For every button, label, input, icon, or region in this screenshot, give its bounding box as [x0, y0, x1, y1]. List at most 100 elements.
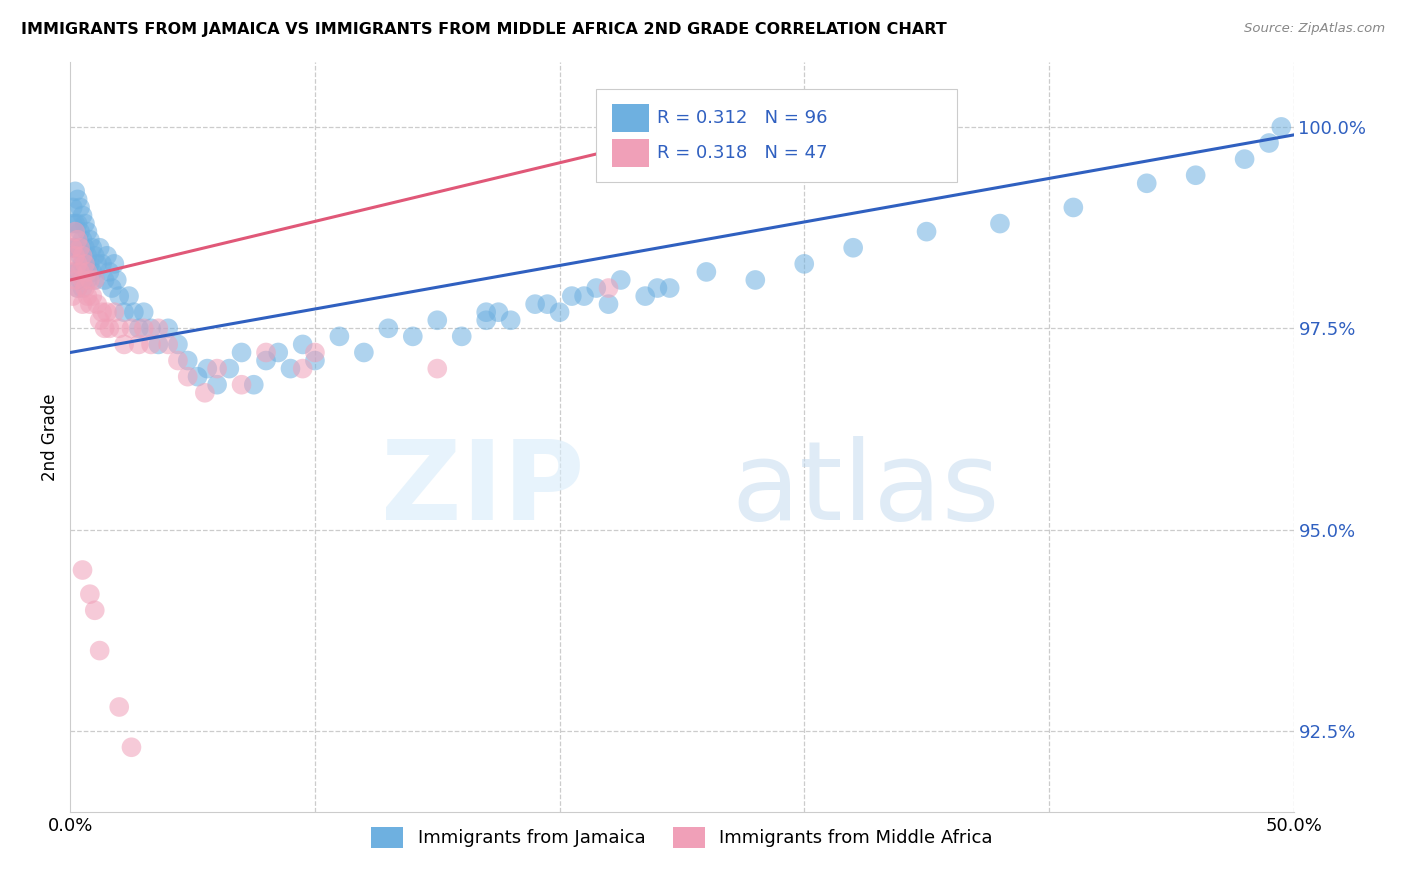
Point	[62, 289, 84, 303]
Point	[69, 201, 91, 215]
Point	[93, 273, 115, 287]
Point	[83, 273, 105, 287]
Point	[66, 233, 89, 247]
Point	[291, 361, 314, 376]
Point	[108, 700, 131, 714]
Point	[205, 361, 228, 376]
Text: atlas: atlas	[731, 436, 1000, 543]
Point	[72, 297, 94, 311]
Point	[148, 321, 170, 335]
Point	[103, 257, 125, 271]
Point	[103, 305, 125, 319]
Point	[353, 345, 375, 359]
Text: R = 0.318   N = 47: R = 0.318 N = 47	[658, 145, 828, 162]
Point	[426, 361, 449, 376]
Point	[475, 305, 498, 319]
Point	[79, 297, 101, 311]
Point	[647, 281, 669, 295]
Point	[73, 241, 96, 255]
Point	[72, 209, 94, 223]
Point	[1258, 136, 1281, 150]
Point	[148, 337, 170, 351]
Point	[112, 337, 135, 351]
Point	[328, 329, 350, 343]
Point	[91, 257, 114, 271]
Point	[76, 249, 98, 263]
Point	[194, 385, 217, 400]
Point	[96, 305, 118, 319]
Text: R = 0.312   N = 96: R = 0.312 N = 96	[658, 109, 828, 127]
Point	[83, 249, 105, 263]
Point	[1233, 152, 1256, 166]
Point	[62, 201, 84, 215]
Point	[157, 337, 180, 351]
Point	[89, 643, 111, 657]
Bar	[612, 139, 650, 168]
Point	[1270, 120, 1292, 134]
Point	[72, 563, 94, 577]
Point	[79, 257, 101, 271]
Point	[536, 297, 558, 311]
Point	[1184, 168, 1206, 182]
Point	[82, 241, 104, 255]
Point	[63, 225, 86, 239]
Point	[66, 193, 89, 207]
Point	[86, 297, 108, 311]
Point	[218, 361, 240, 376]
Point	[73, 265, 96, 279]
Point	[63, 265, 86, 279]
Point	[1136, 176, 1159, 190]
Point	[105, 273, 128, 287]
Point	[304, 353, 326, 368]
Point	[426, 313, 449, 327]
Point	[72, 273, 94, 287]
Point	[62, 265, 84, 279]
Point	[62, 241, 84, 255]
Point	[82, 265, 104, 279]
Point	[842, 241, 865, 255]
Point	[139, 321, 162, 335]
Point	[915, 225, 938, 239]
Point	[139, 337, 162, 351]
Point	[634, 289, 657, 303]
FancyBboxPatch shape	[596, 88, 957, 182]
Point	[66, 257, 89, 271]
Point	[128, 321, 150, 335]
Point	[402, 329, 425, 343]
Point	[69, 249, 91, 263]
Point	[488, 305, 510, 319]
Point	[89, 241, 111, 255]
Point	[195, 361, 218, 376]
Point	[63, 217, 86, 231]
Point	[69, 265, 91, 279]
Point	[108, 289, 131, 303]
Point	[69, 273, 91, 287]
Point	[572, 289, 595, 303]
Point	[69, 225, 91, 239]
Point	[561, 289, 583, 303]
Text: Source: ZipAtlas.com: Source: ZipAtlas.com	[1244, 22, 1385, 36]
Point	[291, 337, 314, 351]
Y-axis label: 2nd Grade: 2nd Grade	[41, 393, 59, 481]
Point	[231, 377, 253, 392]
Point	[72, 233, 94, 247]
Legend: Immigrants from Jamaica, Immigrants from Middle Africa: Immigrants from Jamaica, Immigrants from…	[364, 820, 1000, 855]
Point	[82, 289, 104, 303]
Point	[121, 740, 143, 755]
Point	[83, 273, 105, 287]
Point	[280, 361, 302, 376]
Point	[73, 257, 96, 271]
Point	[167, 353, 190, 368]
Point	[377, 321, 399, 335]
Point	[167, 337, 190, 351]
Point	[231, 345, 253, 359]
Point	[254, 353, 277, 368]
Text: IMMIGRANTS FROM JAMAICA VS IMMIGRANTS FROM MIDDLE AFRICA 2ND GRADE CORRELATION C: IMMIGRANTS FROM JAMAICA VS IMMIGRANTS FR…	[21, 22, 946, 37]
Point	[118, 289, 141, 303]
Bar	[612, 103, 650, 132]
Point	[93, 321, 115, 335]
Point	[86, 257, 108, 271]
Point	[62, 217, 84, 231]
Point	[63, 241, 86, 255]
Point	[72, 249, 94, 263]
